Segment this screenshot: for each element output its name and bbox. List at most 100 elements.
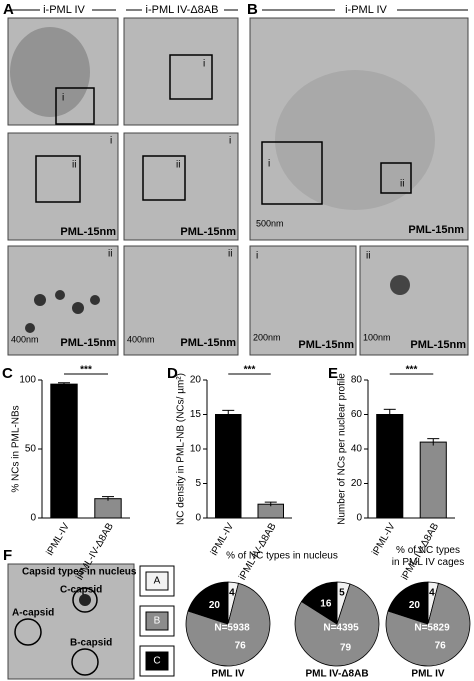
legend-swatch xyxy=(145,651,169,671)
capsid-label: C-capsid xyxy=(60,585,102,596)
y-tick-label: 15 xyxy=(190,409,202,420)
panel-letter: B xyxy=(247,1,258,18)
y-tick-label: 20 xyxy=(190,375,202,386)
y-tick-label: 20 xyxy=(351,478,363,489)
em-image xyxy=(123,245,239,356)
header-bg xyxy=(335,3,397,17)
inset-label: i xyxy=(110,136,112,147)
capsids xyxy=(25,290,100,333)
legend-label: B xyxy=(154,616,161,627)
slice-label: 4 xyxy=(229,587,235,598)
inset-label: i xyxy=(62,93,64,104)
stain-label: PML-15nm xyxy=(410,339,466,351)
bar xyxy=(376,414,404,519)
em-image xyxy=(7,563,135,680)
annotation: *** xyxy=(244,365,256,376)
capsid-circle xyxy=(72,587,98,613)
panel-letter: E xyxy=(328,365,338,382)
stain-label: PML-15nm xyxy=(180,226,236,238)
inset-box xyxy=(55,87,95,125)
capsid xyxy=(79,594,91,606)
slice-label: 76 xyxy=(235,641,247,652)
x-tick-label: iPML-IV xyxy=(370,521,397,558)
y-tick-label: 10 xyxy=(190,444,202,455)
inset-label: i xyxy=(203,59,205,70)
stain-label: PML-15nm xyxy=(298,339,354,351)
y-tick-label: 80 xyxy=(351,375,363,386)
slice-label: 16 xyxy=(320,598,332,609)
panel-letter: C xyxy=(2,365,13,382)
panel-letter: D xyxy=(167,365,178,382)
capsid xyxy=(390,275,410,295)
cell xyxy=(10,27,90,117)
legend-swatch xyxy=(145,611,169,631)
em-image xyxy=(7,132,119,241)
header-bg xyxy=(142,3,224,17)
pie-caption: PML IV xyxy=(211,669,244,680)
panel-letter: F xyxy=(3,547,12,564)
inset-label: i xyxy=(229,136,231,147)
em-image xyxy=(359,245,469,356)
nucleus xyxy=(275,70,435,210)
slice-label: 79 xyxy=(340,642,352,653)
inset-label: ii xyxy=(228,249,232,260)
em-image xyxy=(123,132,239,241)
slice-label: 20 xyxy=(409,600,421,611)
pie-slice xyxy=(385,582,471,667)
bar xyxy=(419,441,447,519)
inset-label: ii xyxy=(72,160,76,171)
capsid-label: B-capsid xyxy=(70,638,112,649)
y-tick-label: 40 xyxy=(351,444,363,455)
n-label: N=5938 xyxy=(214,623,250,634)
y-axis-label: NC density in PML-NB (NCs/ µm²) xyxy=(176,373,187,525)
capsid-circle xyxy=(71,648,99,676)
y-tick-label: 50 xyxy=(25,444,37,455)
y-tick-label: 60 xyxy=(351,409,363,420)
inset-label: ii xyxy=(108,249,112,260)
legend-label: A xyxy=(154,576,161,587)
legend-label: C xyxy=(153,656,160,667)
annotation: *** xyxy=(406,365,418,376)
pie-slice xyxy=(300,581,338,625)
inset-box xyxy=(142,155,186,201)
em-image xyxy=(123,17,239,126)
slice-label: 20 xyxy=(209,600,221,611)
n-label: N=4395 xyxy=(323,623,359,634)
scale-label: 100nm xyxy=(363,332,391,342)
pie-title: % of NC types in nucleus xyxy=(226,551,338,562)
capsid-circle xyxy=(14,618,42,646)
inset-box xyxy=(35,155,81,203)
column-header: i-PML IV xyxy=(43,4,85,16)
em-image xyxy=(249,245,357,356)
stain-label: PML-15nm xyxy=(408,224,464,236)
image-title: Capsid types in nucleus xyxy=(22,567,137,578)
inset-box xyxy=(261,141,323,205)
pie-slice xyxy=(187,581,229,625)
y-axis-label: % NCs in PML-NBs xyxy=(11,405,22,492)
inset-label: ii xyxy=(176,160,180,171)
slice-label: 5 xyxy=(339,588,345,599)
pie-caption: PML IV-Δ8AB xyxy=(305,669,368,680)
panel-header: i-PML IV xyxy=(345,4,387,16)
y-tick-label: 0 xyxy=(195,513,201,524)
stain-label: PML-15nm xyxy=(60,226,116,238)
slice-label: 4 xyxy=(429,587,435,598)
n-label: N=5829 xyxy=(414,623,450,634)
pie-title: % of NC types in PML IV cages xyxy=(392,545,464,568)
inset-label: ii xyxy=(366,251,370,262)
legend-swatch xyxy=(145,571,169,591)
stain-label: PML-15nm xyxy=(180,337,236,349)
header-bg xyxy=(40,3,92,17)
y-tick-label: 0 xyxy=(356,513,362,524)
bar xyxy=(257,503,284,519)
stain-label: PML-15nm xyxy=(60,337,116,349)
bar xyxy=(94,498,122,519)
y-tick-label: 5 xyxy=(195,478,201,489)
inset-box xyxy=(380,162,412,194)
x-tick-label: iPML-IV xyxy=(45,521,72,558)
y-tick-label: 100 xyxy=(19,375,36,386)
bar xyxy=(50,383,78,519)
capsid-label: A-capsid xyxy=(12,608,54,619)
pie-caption: PML IV xyxy=(411,669,444,680)
